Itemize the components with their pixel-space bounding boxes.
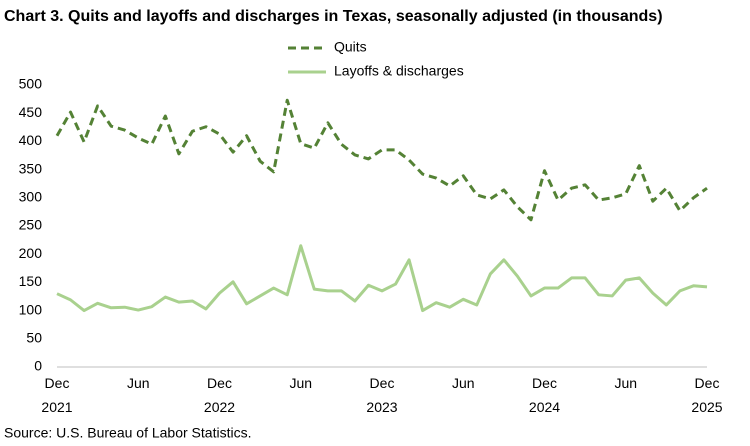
series-line	[55, 98, 708, 222]
y-tick-label: 250	[19, 217, 43, 233]
y-tick-label: 50	[26, 330, 42, 346]
y-tick-label: 100	[19, 301, 43, 317]
y-tick-label: 500	[19, 76, 43, 92]
legend-label: Layoffs & discharges	[334, 63, 464, 79]
y-tick-label: 200	[19, 245, 43, 261]
x-tick-label: Dec 2023	[366, 375, 397, 415]
y-tick-label: 350	[19, 160, 43, 176]
y-tick-label: 150	[19, 273, 43, 289]
y-tick-label: 0	[34, 358, 42, 374]
legend-label: Quits	[334, 39, 367, 55]
source-note: Source: U.S. Bureau of Labor Statistics.	[4, 425, 251, 441]
series-line	[56, 244, 708, 313]
x-tick-label: Dec 2022	[204, 375, 235, 415]
x-tick-label: Jun	[127, 375, 150, 391]
x-tick-label: Dec 2024	[529, 375, 560, 415]
y-tick-label: 450	[19, 104, 43, 120]
x-tick-label: Jun	[452, 375, 475, 391]
x-tick-label: Dec 2021	[41, 375, 72, 415]
x-tick-label: Dec 2025	[691, 375, 722, 415]
chart-title: Chart 3. Quits and layoffs and discharge…	[4, 8, 663, 25]
x-tick-label: Jun	[289, 375, 312, 391]
x-tick-label: Jun	[614, 375, 637, 391]
y-tick-label: 300	[19, 189, 43, 205]
y-tick-label: 400	[19, 132, 43, 148]
